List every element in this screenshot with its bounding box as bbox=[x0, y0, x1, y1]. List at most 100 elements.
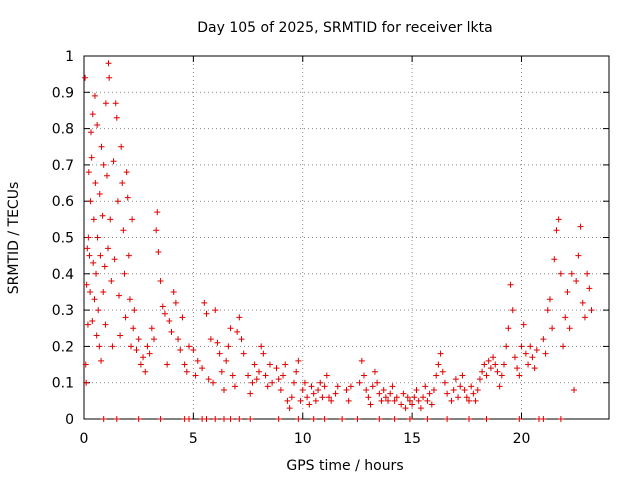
data-point bbox=[286, 405, 293, 412]
data-point bbox=[577, 223, 584, 230]
data-point bbox=[157, 416, 164, 422]
y-tick-label: 0.5 bbox=[52, 231, 74, 247]
data-point bbox=[391, 397, 398, 404]
data-point bbox=[588, 307, 595, 314]
plot-frame bbox=[83, 55, 610, 420]
data-point bbox=[86, 252, 93, 259]
data-point bbox=[238, 336, 245, 343]
data-point bbox=[297, 397, 304, 404]
data-point bbox=[575, 252, 582, 259]
grid bbox=[84, 56, 609, 419]
data-point bbox=[114, 198, 121, 205]
data-point bbox=[557, 416, 564, 422]
data-point bbox=[101, 263, 108, 270]
data-point bbox=[501, 361, 507, 368]
data-point bbox=[126, 296, 133, 303]
data-point bbox=[345, 397, 352, 404]
data-point bbox=[581, 314, 588, 321]
data-point bbox=[466, 416, 472, 422]
data-point bbox=[363, 386, 370, 393]
data-point bbox=[520, 321, 527, 328]
data-point bbox=[400, 390, 407, 397]
data-point bbox=[216, 350, 223, 357]
data-point bbox=[131, 307, 138, 314]
data-point bbox=[516, 416, 523, 422]
data-point bbox=[511, 354, 518, 361]
data-point bbox=[387, 390, 394, 397]
data-point bbox=[269, 379, 276, 386]
data-point bbox=[262, 372, 269, 379]
data-point bbox=[87, 198, 94, 205]
data-point bbox=[245, 372, 252, 379]
data-point bbox=[212, 416, 219, 422]
data-point bbox=[157, 278, 164, 285]
data-point bbox=[308, 383, 315, 390]
data-point bbox=[564, 288, 571, 295]
data-point bbox=[142, 368, 149, 375]
y-tick-label: 0.1 bbox=[52, 376, 74, 392]
data-point bbox=[557, 270, 564, 277]
data-point bbox=[258, 343, 265, 350]
data-point bbox=[529, 354, 536, 361]
data-point bbox=[452, 376, 459, 383]
data-point bbox=[531, 365, 538, 372]
data-point bbox=[94, 234, 101, 241]
data-point bbox=[301, 379, 308, 386]
data-point bbox=[385, 397, 392, 404]
data-point bbox=[433, 372, 440, 379]
data-point bbox=[122, 314, 129, 321]
data-point bbox=[457, 383, 464, 390]
data-point bbox=[94, 121, 101, 128]
data-point bbox=[304, 394, 311, 401]
data-point bbox=[404, 394, 411, 401]
data-point bbox=[321, 416, 328, 422]
data-point bbox=[223, 357, 230, 364]
data-point bbox=[170, 288, 177, 295]
data-point bbox=[584, 270, 591, 277]
data-point bbox=[579, 299, 586, 306]
data-point bbox=[153, 227, 160, 234]
data-point bbox=[319, 394, 326, 401]
data-point bbox=[82, 74, 89, 81]
data-point bbox=[89, 111, 96, 118]
data-point bbox=[406, 397, 413, 404]
data-point bbox=[540, 336, 547, 343]
data-point bbox=[382, 394, 389, 401]
data-point bbox=[411, 394, 418, 401]
y-tick-label: 0.3 bbox=[52, 303, 74, 319]
data-point bbox=[288, 394, 295, 401]
data-point bbox=[113, 114, 120, 121]
data-point bbox=[90, 216, 97, 223]
data-point bbox=[518, 343, 525, 350]
data-point bbox=[573, 278, 580, 285]
data-point bbox=[113, 416, 120, 422]
data-point bbox=[496, 383, 503, 390]
data-point bbox=[212, 307, 219, 314]
data-point bbox=[280, 372, 287, 379]
data-point bbox=[103, 172, 110, 179]
data-point bbox=[82, 361, 89, 368]
data-point bbox=[417, 405, 424, 412]
x-tick-label: 0 bbox=[80, 431, 89, 447]
y-tick-label: 0.4 bbox=[52, 267, 74, 283]
data-point bbox=[542, 350, 549, 357]
data-point bbox=[100, 416, 107, 422]
data-point bbox=[218, 368, 225, 375]
data-point bbox=[571, 386, 577, 393]
data-point bbox=[240, 350, 247, 357]
data-point bbox=[144, 343, 151, 350]
data-point bbox=[229, 372, 236, 379]
x-tick-label: 15 bbox=[403, 431, 421, 447]
data-point bbox=[441, 379, 448, 386]
data-point bbox=[273, 365, 280, 372]
data-point bbox=[92, 180, 99, 187]
x-axis-label: GPS time / hours bbox=[286, 458, 403, 474]
data-point bbox=[466, 397, 472, 404]
y-tick-label: 0.2 bbox=[52, 339, 74, 355]
data-point bbox=[247, 416, 254, 422]
data-point bbox=[93, 332, 100, 339]
data-point bbox=[459, 372, 466, 379]
data-point bbox=[190, 347, 197, 354]
data-point bbox=[361, 372, 367, 379]
